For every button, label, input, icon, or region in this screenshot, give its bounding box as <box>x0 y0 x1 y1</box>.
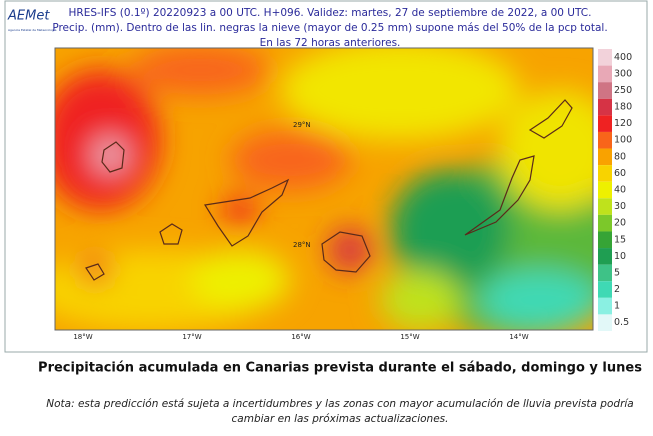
legend-swatch <box>598 214 612 232</box>
legend-swatch <box>598 65 612 83</box>
note-line: Nota: esta predicción está sujeta a ince… <box>46 398 633 410</box>
logo: AEMet <box>7 9 50 24</box>
lon-label: 16°W <box>291 333 310 341</box>
lon-label: 17°W <box>182 333 201 341</box>
legend-swatch <box>598 49 612 66</box>
legend-swatch <box>598 248 612 265</box>
legend-label: 2 <box>614 284 620 295</box>
note-line: cambiar en las próximas actualizaciones. <box>232 413 449 425</box>
note: Nota: esta predicción está sujeta a ince… <box>46 398 633 425</box>
legend-label: 100 <box>614 135 632 146</box>
legend-swatch <box>598 314 612 331</box>
header-line: HRES-IFS (0.1º) 20220923 a 00 UTC. H+096… <box>69 7 592 19</box>
coastlines <box>85 99 573 281</box>
lon-labels: 18°W 17°W 16°W 15°W 14°W <box>73 333 528 341</box>
legend-label: 300 <box>614 68 632 79</box>
legend-swatch <box>598 231 612 249</box>
legend-label: 0.5 <box>614 317 629 328</box>
legend-swatch <box>598 98 612 116</box>
legend-swatch <box>598 148 612 166</box>
legend-label: 60 <box>614 168 626 179</box>
legend-label: 120 <box>614 118 632 129</box>
legend: 400 300 250 180 120 100 80 60 40 30 20 15 10 5 2 1 0.5 <box>598 49 632 331</box>
legend-label: 1 <box>614 301 620 312</box>
legend-swatch <box>598 264 612 282</box>
precip-field <box>55 48 593 330</box>
lon-label: 18°W <box>73 333 92 341</box>
map-border <box>54 47 594 331</box>
legend-label: 20 <box>614 218 626 229</box>
legend-label: 15 <box>614 234 626 245</box>
lon-label: 14°W <box>509 333 528 341</box>
legend-label: 250 <box>614 85 632 96</box>
legend-swatch <box>598 281 612 298</box>
legend-label: 30 <box>614 201 626 212</box>
header: HRES-IFS (0.1º) 20220923 a 00 UTC. H+096… <box>52 7 607 49</box>
header-line: Precip. (mm). Dentro de las lin. negras … <box>52 22 607 34</box>
legend-swatch <box>598 131 612 149</box>
legend-label: 10 <box>614 251 626 262</box>
caption: Precipitación acumulada en Canarias prev… <box>38 361 642 376</box>
legend-swatch <box>598 181 612 199</box>
legend-label: 5 <box>614 267 620 278</box>
legend-swatch <box>598 115 612 132</box>
lon-label: 15°W <box>400 333 419 341</box>
legend-label: 400 <box>614 52 632 63</box>
logo-subtitle: Agencia Estatal de Meteorología <box>8 28 57 32</box>
legend-swatch <box>598 297 612 315</box>
lat-label: 29°N <box>293 121 311 129</box>
legend-swatch <box>598 165 612 182</box>
legend-label: 40 <box>614 185 626 196</box>
header-line: En las 72 horas anteriores. <box>260 37 401 49</box>
lat-labels: 29°N 28°N <box>293 121 311 249</box>
legend-swatch <box>598 82 612 99</box>
lat-label: 28°N <box>293 241 311 249</box>
legend-label: 180 <box>614 102 632 113</box>
legend-swatch <box>598 198 612 215</box>
legend-label: 80 <box>614 151 626 162</box>
